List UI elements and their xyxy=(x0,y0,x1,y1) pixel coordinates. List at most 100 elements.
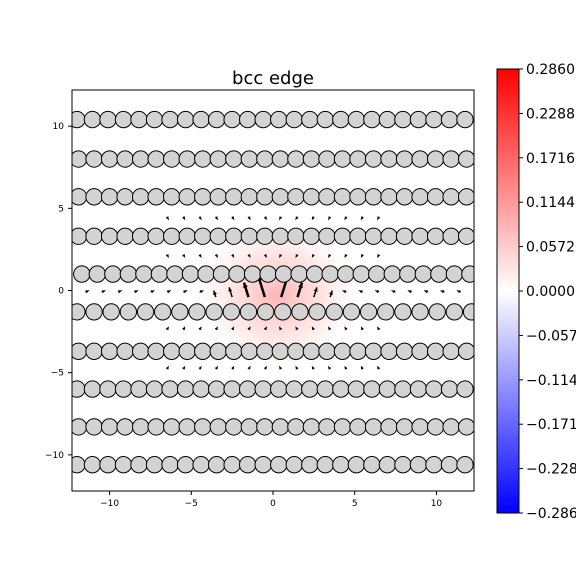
atom xyxy=(430,265,448,283)
atom xyxy=(363,380,381,398)
atom xyxy=(131,227,150,245)
atom xyxy=(368,265,386,283)
atom xyxy=(85,227,103,245)
arrow-head xyxy=(101,290,106,294)
atom xyxy=(72,456,86,474)
arrow-head xyxy=(167,290,171,294)
atom xyxy=(163,188,181,206)
atom xyxy=(239,380,257,398)
atom xyxy=(347,110,366,129)
atom xyxy=(411,342,429,360)
atom xyxy=(457,227,474,245)
colorbar-tick-label: −0.1716 xyxy=(526,417,576,433)
arrow-head xyxy=(247,254,251,258)
atom xyxy=(228,265,246,283)
atom xyxy=(85,303,103,321)
atom xyxy=(411,303,429,321)
atom xyxy=(352,265,370,283)
atom xyxy=(337,265,355,283)
arrow-head xyxy=(134,290,139,294)
y-tick-label: −5 xyxy=(51,369,64,379)
colorbar-tick-label: −0.2288 xyxy=(526,462,576,478)
atom xyxy=(192,380,210,398)
arrow-head xyxy=(247,366,251,370)
atom xyxy=(364,227,383,245)
arrow-head xyxy=(311,254,315,258)
atom xyxy=(342,303,361,321)
displacement-arrows xyxy=(84,216,462,370)
atom xyxy=(114,110,133,129)
atom xyxy=(332,456,350,474)
atom xyxy=(426,227,445,245)
arrow-head xyxy=(311,326,315,331)
atom xyxy=(380,342,398,360)
atom xyxy=(274,303,292,321)
atom xyxy=(301,380,319,398)
atom xyxy=(426,188,445,206)
arrow-head xyxy=(279,366,283,370)
x-tick-label: 5 xyxy=(352,499,358,509)
atom xyxy=(457,150,474,168)
atom xyxy=(399,265,417,283)
atom xyxy=(116,188,134,206)
atom xyxy=(72,188,88,206)
atom xyxy=(359,303,378,321)
arrow-head xyxy=(182,326,186,331)
arrow-head xyxy=(344,366,348,370)
atom xyxy=(72,150,88,168)
atom xyxy=(271,418,290,436)
atom xyxy=(409,380,428,398)
arrow-head xyxy=(360,326,364,331)
arrow-head xyxy=(358,290,363,294)
atom xyxy=(116,150,134,168)
atom xyxy=(318,188,336,206)
atom xyxy=(163,342,181,360)
atom xyxy=(440,380,459,398)
atom xyxy=(72,380,86,398)
atom xyxy=(445,303,464,321)
atom xyxy=(240,227,258,245)
atom xyxy=(163,227,181,245)
atom xyxy=(72,227,88,245)
arrow-head xyxy=(165,366,169,370)
atom xyxy=(426,418,445,436)
colorbar-tick-label: −0.2860 xyxy=(526,506,576,522)
atom xyxy=(254,110,272,129)
atom xyxy=(316,380,334,398)
x-axis: −10 −5 0 5 10 xyxy=(100,491,442,509)
x-tick-label: 0 xyxy=(270,499,276,509)
atom xyxy=(411,188,429,206)
arrow-head xyxy=(231,216,235,220)
y-tick-label: 10 xyxy=(53,122,65,132)
atom xyxy=(116,227,134,245)
atom xyxy=(161,456,179,474)
atom xyxy=(409,456,428,474)
atom xyxy=(240,188,258,206)
arrow-head xyxy=(344,216,348,220)
atom xyxy=(147,342,165,360)
arrow-head xyxy=(424,290,428,294)
arrow-head xyxy=(183,290,188,294)
arrow-head xyxy=(360,254,364,258)
atom xyxy=(72,342,88,360)
atom xyxy=(163,150,181,168)
atom xyxy=(154,303,172,321)
colorbar-tick-label: 0.1716 xyxy=(526,151,575,167)
atom xyxy=(104,265,122,283)
atom xyxy=(178,342,196,360)
atom xyxy=(425,456,443,474)
atom xyxy=(130,110,148,129)
atom xyxy=(130,380,148,398)
atom xyxy=(72,418,88,436)
atom xyxy=(239,456,257,474)
arrow-head xyxy=(118,290,122,294)
atom xyxy=(274,265,293,283)
atom xyxy=(205,303,223,321)
atom xyxy=(72,303,86,321)
atom xyxy=(102,303,120,321)
arrow-head xyxy=(165,216,169,220)
atom xyxy=(318,342,336,360)
y-tick-label: 5 xyxy=(58,204,64,214)
atom xyxy=(411,418,429,436)
atom xyxy=(85,418,103,436)
